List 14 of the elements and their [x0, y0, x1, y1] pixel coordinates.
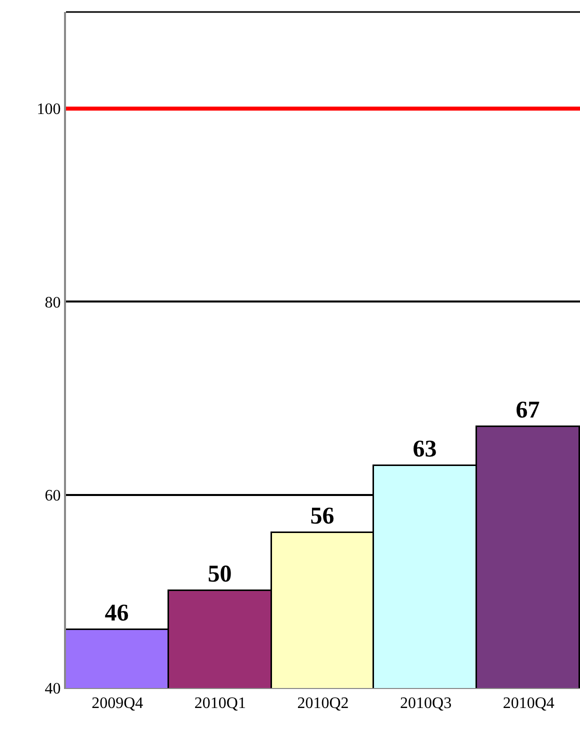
- data-label: 50: [208, 561, 232, 588]
- x-tick-label: 2010Q3: [400, 695, 452, 712]
- y-tick-label: 60: [44, 487, 61, 504]
- y-tick-label: 40: [44, 680, 61, 698]
- data-label: 46: [104, 600, 129, 626]
- y-tick-label: 100: [36, 101, 61, 118]
- data-label: 63: [412, 436, 437, 462]
- data-label: 67: [516, 397, 540, 424]
- data-label: 56: [310, 503, 334, 530]
- x-tick-label: 2010Q2: [297, 695, 349, 712]
- x-tick-label: 2010Q4: [502, 695, 554, 712]
- y-tick-label: 80: [44, 294, 61, 312]
- x-tick-label: 2009Q4: [92, 695, 144, 712]
- x-tick-label: 2010Q1: [194, 695, 246, 712]
